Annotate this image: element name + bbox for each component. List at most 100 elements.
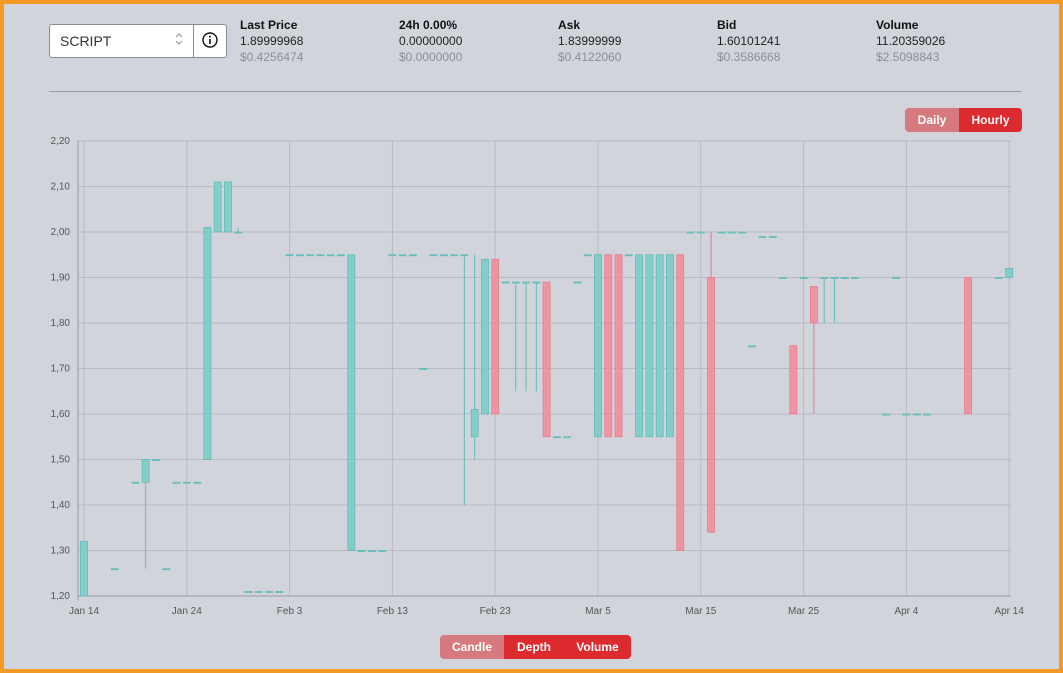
candle-body <box>594 254 602 438</box>
stat-usd: $2.5098843 <box>876 50 940 64</box>
candle-body <box>552 436 561 439</box>
stat-24h-change: 24h 0.00% 0.00000000 $0.0000000 <box>399 17 462 65</box>
chevron-updown-icon <box>174 31 184 48</box>
x-tick-label: Apr 4 <box>894 606 918 617</box>
candle-body <box>789 345 798 415</box>
stat-usd: $0.4256474 <box>240 50 304 64</box>
candle-body <box>388 254 397 257</box>
stat-volume: Volume 11.20359026 $2.5098843 <box>876 17 945 65</box>
hourly-button[interactable]: Hourly <box>959 108 1022 132</box>
candle-body <box>203 227 212 460</box>
stat-usd: $0.3586668 <box>717 50 781 64</box>
stat-label: Bid <box>717 18 737 32</box>
candle-body <box>213 181 222 233</box>
x-tick-label: Mar 5 <box>585 606 611 617</box>
candle-body <box>378 550 387 552</box>
candle-body <box>470 409 479 438</box>
candle-body <box>881 413 890 416</box>
stat-label: Volume <box>876 18 919 32</box>
candle-body <box>758 236 767 238</box>
stat-usd: $0.0000000 <box>399 50 463 64</box>
candle-body <box>727 231 736 234</box>
candle-body <box>676 254 685 551</box>
candle-body <box>768 236 777 238</box>
x-tick-label: Mar 15 <box>685 606 717 617</box>
interval-toggle: Daily Hourly <box>905 108 1022 132</box>
stat-value: 1.89999968 <box>240 34 304 48</box>
candle-body <box>193 481 201 484</box>
volume-button[interactable]: Volume <box>564 635 631 659</box>
candle-body <box>995 277 1003 279</box>
candle-button[interactable]: Candle <box>440 635 504 659</box>
candle-body <box>964 277 972 415</box>
candle-body <box>902 413 911 416</box>
candle-body <box>398 254 407 257</box>
candle-body <box>254 591 263 593</box>
y-tick-label: 2,10 <box>51 182 71 193</box>
depth-button[interactable]: Depth <box>504 635 564 659</box>
stat-usd: $0.4122060 <box>558 50 622 64</box>
stat-bid: Bid 1.60101241 $0.3586668 <box>717 17 780 65</box>
daily-button[interactable]: Daily <box>905 108 959 132</box>
x-tick-label: Feb 13 <box>377 606 409 617</box>
view-toggle: Candle Depth Volume <box>440 635 631 659</box>
candle-body <box>275 591 284 593</box>
x-tick-label: Mar 25 <box>788 606 820 617</box>
candle-body <box>655 254 664 438</box>
candle-body <box>172 481 181 484</box>
candle-body <box>347 254 356 551</box>
x-tick-label: Feb 3 <box>277 606 303 617</box>
candle-body <box>686 231 695 234</box>
candle-body <box>439 254 448 257</box>
info-icon[interactable] <box>202 32 218 48</box>
candle-body <box>583 254 592 257</box>
x-tick-label: Jan 14 <box>69 606 99 617</box>
candle-body <box>563 436 572 439</box>
y-tick-label: 1,50 <box>51 455 71 466</box>
stat-value: 11.20359026 <box>876 34 946 48</box>
candle-body <box>614 254 623 438</box>
candle-body <box>326 254 335 257</box>
x-tick-label: Feb 23 <box>480 606 512 617</box>
candle-body <box>295 254 304 257</box>
stat-value: 1.60101241 <box>717 34 781 48</box>
candle-body <box>707 277 715 533</box>
candle-body <box>306 254 315 257</box>
candle-body <box>234 231 243 234</box>
candle-body <box>450 254 458 257</box>
market-select[interactable]: SCRIPT <box>49 24 227 58</box>
candle-body <box>820 277 829 279</box>
candle-body <box>522 281 530 284</box>
stat-last-price: Last Price 1.89999968 $0.4256474 <box>240 17 303 65</box>
stat-label: Last Price <box>240 18 298 32</box>
candle-body <box>162 568 171 571</box>
candle-body <box>666 254 674 438</box>
x-tick-label: Apr 14 <box>994 606 1024 617</box>
y-tick-label: 1,60 <box>51 409 71 420</box>
candle-body <box>809 286 818 324</box>
market-select-value: SCRIPT <box>60 33 112 49</box>
candle-body <box>738 231 746 234</box>
candle-body <box>511 281 520 284</box>
candle-body <box>110 568 119 571</box>
candle-body <box>481 258 489 415</box>
candle-body <box>604 254 613 438</box>
x-tick-label: Jan 24 <box>172 606 202 617</box>
candle-body <box>265 591 273 593</box>
candle-body <box>912 413 921 416</box>
candle-body <box>830 277 839 279</box>
candle-body <box>624 254 633 257</box>
candle-body <box>182 481 191 484</box>
candle-body <box>717 231 726 234</box>
candle-body <box>491 258 500 415</box>
candle-body <box>696 231 705 234</box>
candle-body <box>429 254 438 257</box>
candle-body <box>840 277 849 279</box>
candle-body <box>80 541 88 597</box>
candle-body <box>337 254 345 257</box>
candle-body <box>131 481 140 484</box>
candle-body <box>316 254 325 257</box>
candle-body <box>244 591 253 593</box>
candle-body <box>460 254 469 257</box>
